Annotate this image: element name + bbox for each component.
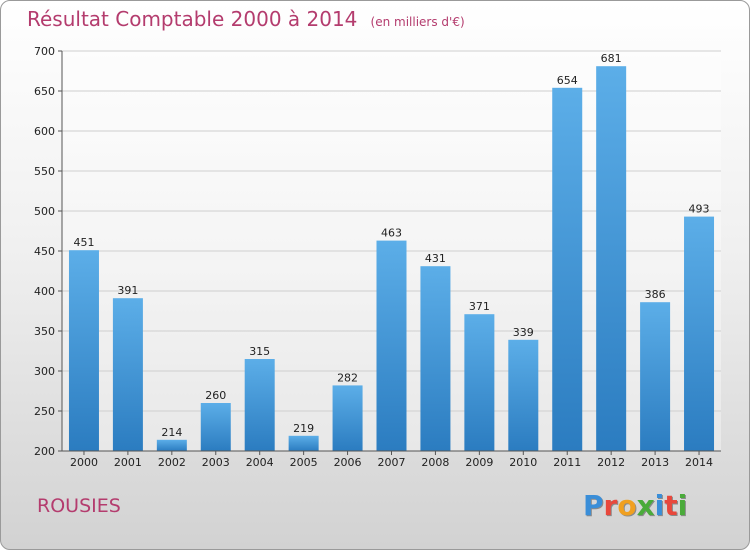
bar-2002 xyxy=(156,439,187,451)
bar-2009 xyxy=(464,314,495,451)
bar-2007 xyxy=(376,240,407,451)
title-row: Résultat Comptable 2000 à 2014 (en milli… xyxy=(27,7,465,31)
bar-2013 xyxy=(640,302,671,451)
logo-letter: x xyxy=(636,489,655,522)
proxiti-logo[interactable]: Proxiti xyxy=(583,489,687,522)
commune-name: ROUSIES xyxy=(37,495,121,517)
x-tick-label: 2012 xyxy=(597,456,625,469)
bar-2000 xyxy=(68,250,99,451)
data-label-2005: 219 xyxy=(293,422,314,435)
bar-2011 xyxy=(552,87,583,452)
bar-2004 xyxy=(244,359,275,451)
logo-letter: P xyxy=(583,489,604,522)
y-tick-label: 300 xyxy=(34,365,55,378)
y-tick-label: 650 xyxy=(34,85,55,98)
logo-letter: o xyxy=(617,489,637,522)
data-label-2003: 260 xyxy=(205,389,226,402)
data-label-2006: 282 xyxy=(337,371,358,384)
logo-letter: i xyxy=(654,489,665,522)
x-tick-label: 2000 xyxy=(70,456,98,469)
data-label-2009: 371 xyxy=(469,300,490,313)
data-label-2013: 386 xyxy=(645,288,666,301)
bar-2008 xyxy=(420,266,451,451)
data-label-2004: 315 xyxy=(249,345,270,358)
data-label-2001: 391 xyxy=(117,284,138,297)
y-tick-label: 550 xyxy=(34,165,55,178)
bar-2014 xyxy=(684,216,715,451)
bar-2010 xyxy=(508,339,539,451)
data-label-2007: 463 xyxy=(381,227,402,240)
y-tick-label: 400 xyxy=(34,285,55,298)
data-label-2010: 339 xyxy=(513,326,534,339)
x-tick-label: 2001 xyxy=(114,456,142,469)
y-tick-label: 350 xyxy=(34,325,55,338)
data-label-2011: 654 xyxy=(557,74,578,87)
y-tick-label: 600 xyxy=(34,125,55,138)
x-tick-label: 2003 xyxy=(202,456,230,469)
bar-2005 xyxy=(288,435,319,451)
x-tick-label: 2014 xyxy=(685,456,713,469)
x-tick-label: 2008 xyxy=(421,456,449,469)
y-tick-label: 700 xyxy=(34,45,55,58)
data-label-2002: 214 xyxy=(161,426,182,439)
y-tick-label: 450 xyxy=(34,245,55,258)
y-tick-label: 500 xyxy=(34,205,55,218)
bars xyxy=(68,66,715,452)
data-label-2000: 451 xyxy=(73,236,94,249)
bar-2001 xyxy=(112,298,143,451)
x-tick-label: 2010 xyxy=(509,456,537,469)
x-tick-label: 2011 xyxy=(553,456,581,469)
data-label-2014: 493 xyxy=(689,203,710,216)
labels: 200 250 300 350 400 450 500 550 600 650 700 451 2000… xyxy=(34,45,713,469)
x-tick-label: 2006 xyxy=(334,456,362,469)
chart-subtitle: (en milliers d'€) xyxy=(370,15,465,29)
x-tick-label: 2002 xyxy=(158,456,186,469)
x-tick-label: 2013 xyxy=(641,456,669,469)
bar-2003 xyxy=(200,403,231,451)
x-tick-label: 2004 xyxy=(246,456,274,469)
data-label-2008: 431 xyxy=(425,252,446,265)
chart-title: Résultat Comptable 2000 à 2014 xyxy=(27,7,358,31)
data-label-2012: 681 xyxy=(601,52,622,65)
bar-2006 xyxy=(332,385,363,451)
y-tick-label: 250 xyxy=(34,405,55,418)
logo-letter: r xyxy=(603,489,618,522)
x-tick-label: 2009 xyxy=(465,456,493,469)
logo-letter: i xyxy=(677,489,688,522)
y-tick-label: 200 xyxy=(34,445,55,458)
axes xyxy=(58,50,721,455)
x-tick-label: 2005 xyxy=(290,456,318,469)
bar-2012 xyxy=(596,66,627,451)
logo-letter: t xyxy=(664,489,678,522)
x-tick-label: 2007 xyxy=(378,456,406,469)
